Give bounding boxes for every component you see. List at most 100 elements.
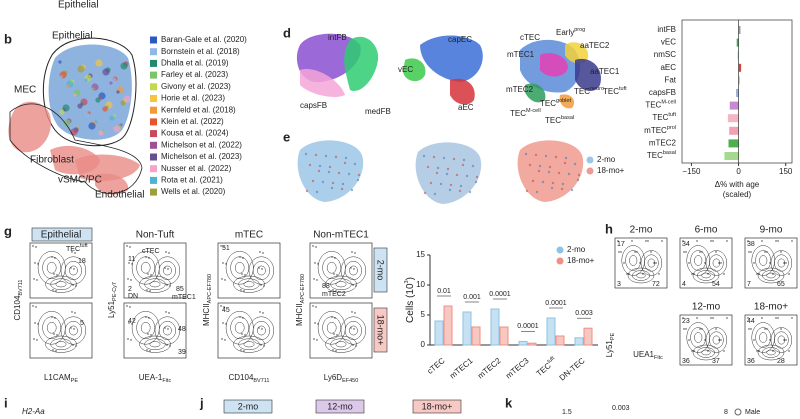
event-dot — [315, 246, 317, 248]
event-dot — [642, 273, 644, 275]
event-dot — [241, 273, 243, 275]
event-dot — [149, 350, 151, 352]
label-text: aaTEC2 — [580, 41, 610, 50]
event-dot — [315, 306, 317, 308]
event-dot — [628, 273, 630, 275]
umap-speckle — [341, 182, 345, 186]
contour — [709, 254, 724, 272]
contour — [757, 344, 785, 361]
contour — [774, 331, 789, 349]
event-dot — [334, 317, 336, 319]
event-dot — [791, 317, 793, 319]
event-dot — [685, 251, 687, 253]
event-dot — [242, 317, 244, 319]
y-tick-label: 0 — [421, 340, 426, 349]
k-tick: 8 — [724, 409, 728, 416]
bar — [738, 76, 740, 85]
cluster-label: cTEC — [520, 33, 540, 42]
event-dot — [52, 349, 54, 351]
panel-label: b — [4, 31, 12, 46]
event-dot — [313, 278, 315, 280]
tag-box — [223, 399, 273, 414]
contour — [349, 325, 358, 336]
event-dot — [772, 273, 774, 275]
event-dot — [74, 312, 76, 314]
contour — [144, 278, 166, 290]
column-header: mTEC — [235, 230, 263, 241]
umap-speckle — [331, 181, 335, 185]
umap-speckle — [63, 119, 71, 127]
bar-category: vEC — [661, 38, 676, 47]
event-dot — [129, 246, 131, 248]
event-dot — [682, 317, 684, 319]
event-dot — [36, 339, 38, 341]
event-dot — [128, 262, 130, 264]
cluster-label: medFB — [365, 107, 391, 116]
p-value: 0.0001 — [489, 291, 511, 298]
legend-label: Farley et al. (2023) — [161, 70, 228, 79]
event-dot — [73, 328, 75, 330]
umap-speckle — [544, 154, 548, 158]
bar — [738, 63, 742, 72]
gate-label: 65 — [777, 281, 785, 288]
event-dot — [146, 289, 148, 291]
y-tick-label: 5 — [421, 310, 426, 319]
label-text: Ly51 — [605, 340, 614, 358]
event-dot — [769, 339, 771, 341]
umap-speckle — [423, 191, 427, 195]
event-dot — [314, 262, 316, 264]
event-dot — [336, 334, 338, 336]
gate-label: 4 — [682, 281, 686, 288]
event-dot — [723, 350, 725, 352]
event-dot — [73, 268, 75, 270]
cluster-label: TECneuro — [574, 86, 604, 96]
p-value: 0.0001 — [517, 323, 539, 330]
tag-box — [315, 399, 365, 414]
legend-label: Givony et al. (2023) — [161, 82, 231, 91]
header-box — [31, 227, 93, 242]
contour — [149, 341, 161, 348]
contour — [139, 275, 171, 293]
panel-label: k — [505, 395, 513, 410]
event-dot — [693, 273, 695, 275]
label-text: 45 — [222, 307, 230, 314]
contour — [55, 281, 67, 288]
umap-speckle — [324, 154, 328, 158]
event-dot — [52, 289, 54, 291]
legend-swatch — [150, 176, 157, 184]
umap-speckle — [58, 60, 62, 64]
legend-label: Rota et al. (2021) — [161, 176, 223, 185]
bar — [434, 320, 444, 346]
umap-speckle — [304, 152, 308, 156]
event-dot — [753, 339, 755, 341]
label-sup: neuro — [590, 86, 604, 92]
bar-category: TECtuft — [652, 113, 676, 123]
cluster-blob — [344, 36, 379, 91]
umap-speckle — [113, 125, 121, 133]
label-text: 85 — [176, 286, 184, 293]
gate-label: 88 — [322, 283, 330, 290]
event-dot — [636, 251, 638, 253]
contour — [349, 265, 358, 276]
legend-marker — [586, 156, 594, 164]
bar-category: aEC — [660, 63, 676, 72]
umap-speckle — [433, 192, 437, 196]
contour — [692, 267, 720, 284]
gate-label: 51 — [222, 245, 230, 252]
bar — [471, 326, 481, 346]
cluster-blob — [525, 83, 546, 103]
contour — [55, 341, 67, 348]
umap-speckle — [109, 115, 115, 121]
label-text: 39 — [178, 349, 186, 356]
contour — [60, 316, 87, 345]
umap-blob — [75, 154, 140, 182]
event-dot — [312, 245, 314, 247]
umap-speckle — [531, 179, 535, 183]
contour — [705, 327, 728, 353]
label-text: CD104 — [228, 373, 253, 382]
cluster-label: aaTEC2 — [580, 41, 610, 50]
umap-speckle — [577, 173, 581, 177]
umap-speckle — [328, 165, 332, 169]
gate-label: mTEC2 — [322, 291, 346, 298]
